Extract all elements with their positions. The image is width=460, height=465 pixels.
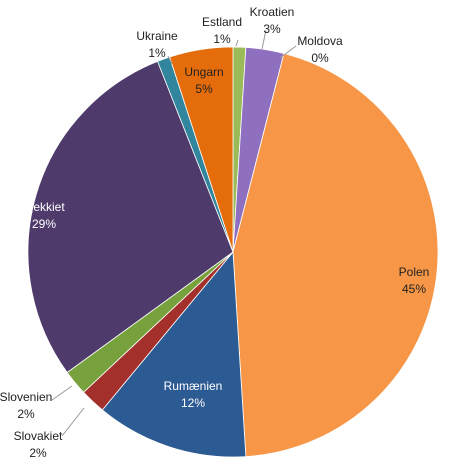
- leader-line: [279, 45, 297, 59]
- slice-label: Rumænien: [164, 379, 223, 393]
- slice-label: Polen: [399, 265, 430, 279]
- leader-line: [51, 385, 73, 401]
- slice-value-label: 3%: [263, 22, 281, 36]
- slice-value-label: 45%: [402, 282, 426, 296]
- slice-value-label: 12%: [181, 396, 205, 410]
- slice-label: Estland: [202, 15, 242, 29]
- slice-label: Moldova: [297, 34, 343, 48]
- slice-value-label: 5%: [195, 82, 213, 96]
- leader-line: [61, 407, 85, 437]
- slice-value-label: 2%: [17, 407, 35, 421]
- slice-value-label: 1%: [148, 46, 166, 60]
- leader-line: [167, 55, 173, 65]
- leader-line: [261, 29, 267, 50]
- slice-label: Tjekkiet: [23, 200, 65, 214]
- slice-label: Kroatien: [250, 5, 295, 19]
- slice-label: Ukraine: [136, 29, 178, 43]
- pie-slice: [169, 46, 234, 253]
- slice-label: Slovakiet: [14, 429, 63, 443]
- pie-slice: [27, 60, 234, 374]
- slice-label: Slovenien: [0, 390, 52, 404]
- slice-value-label: 1%: [213, 32, 231, 46]
- pie-slice: [101, 250, 247, 458]
- pie-slice: [232, 52, 439, 458]
- slice-label: Ungarn: [184, 65, 223, 79]
- slice-value-label: 0%: [311, 51, 329, 65]
- slice-value-label: 2%: [29, 446, 47, 460]
- leader-line: [235, 39, 239, 47]
- slice-value-label: 29%: [32, 217, 56, 231]
